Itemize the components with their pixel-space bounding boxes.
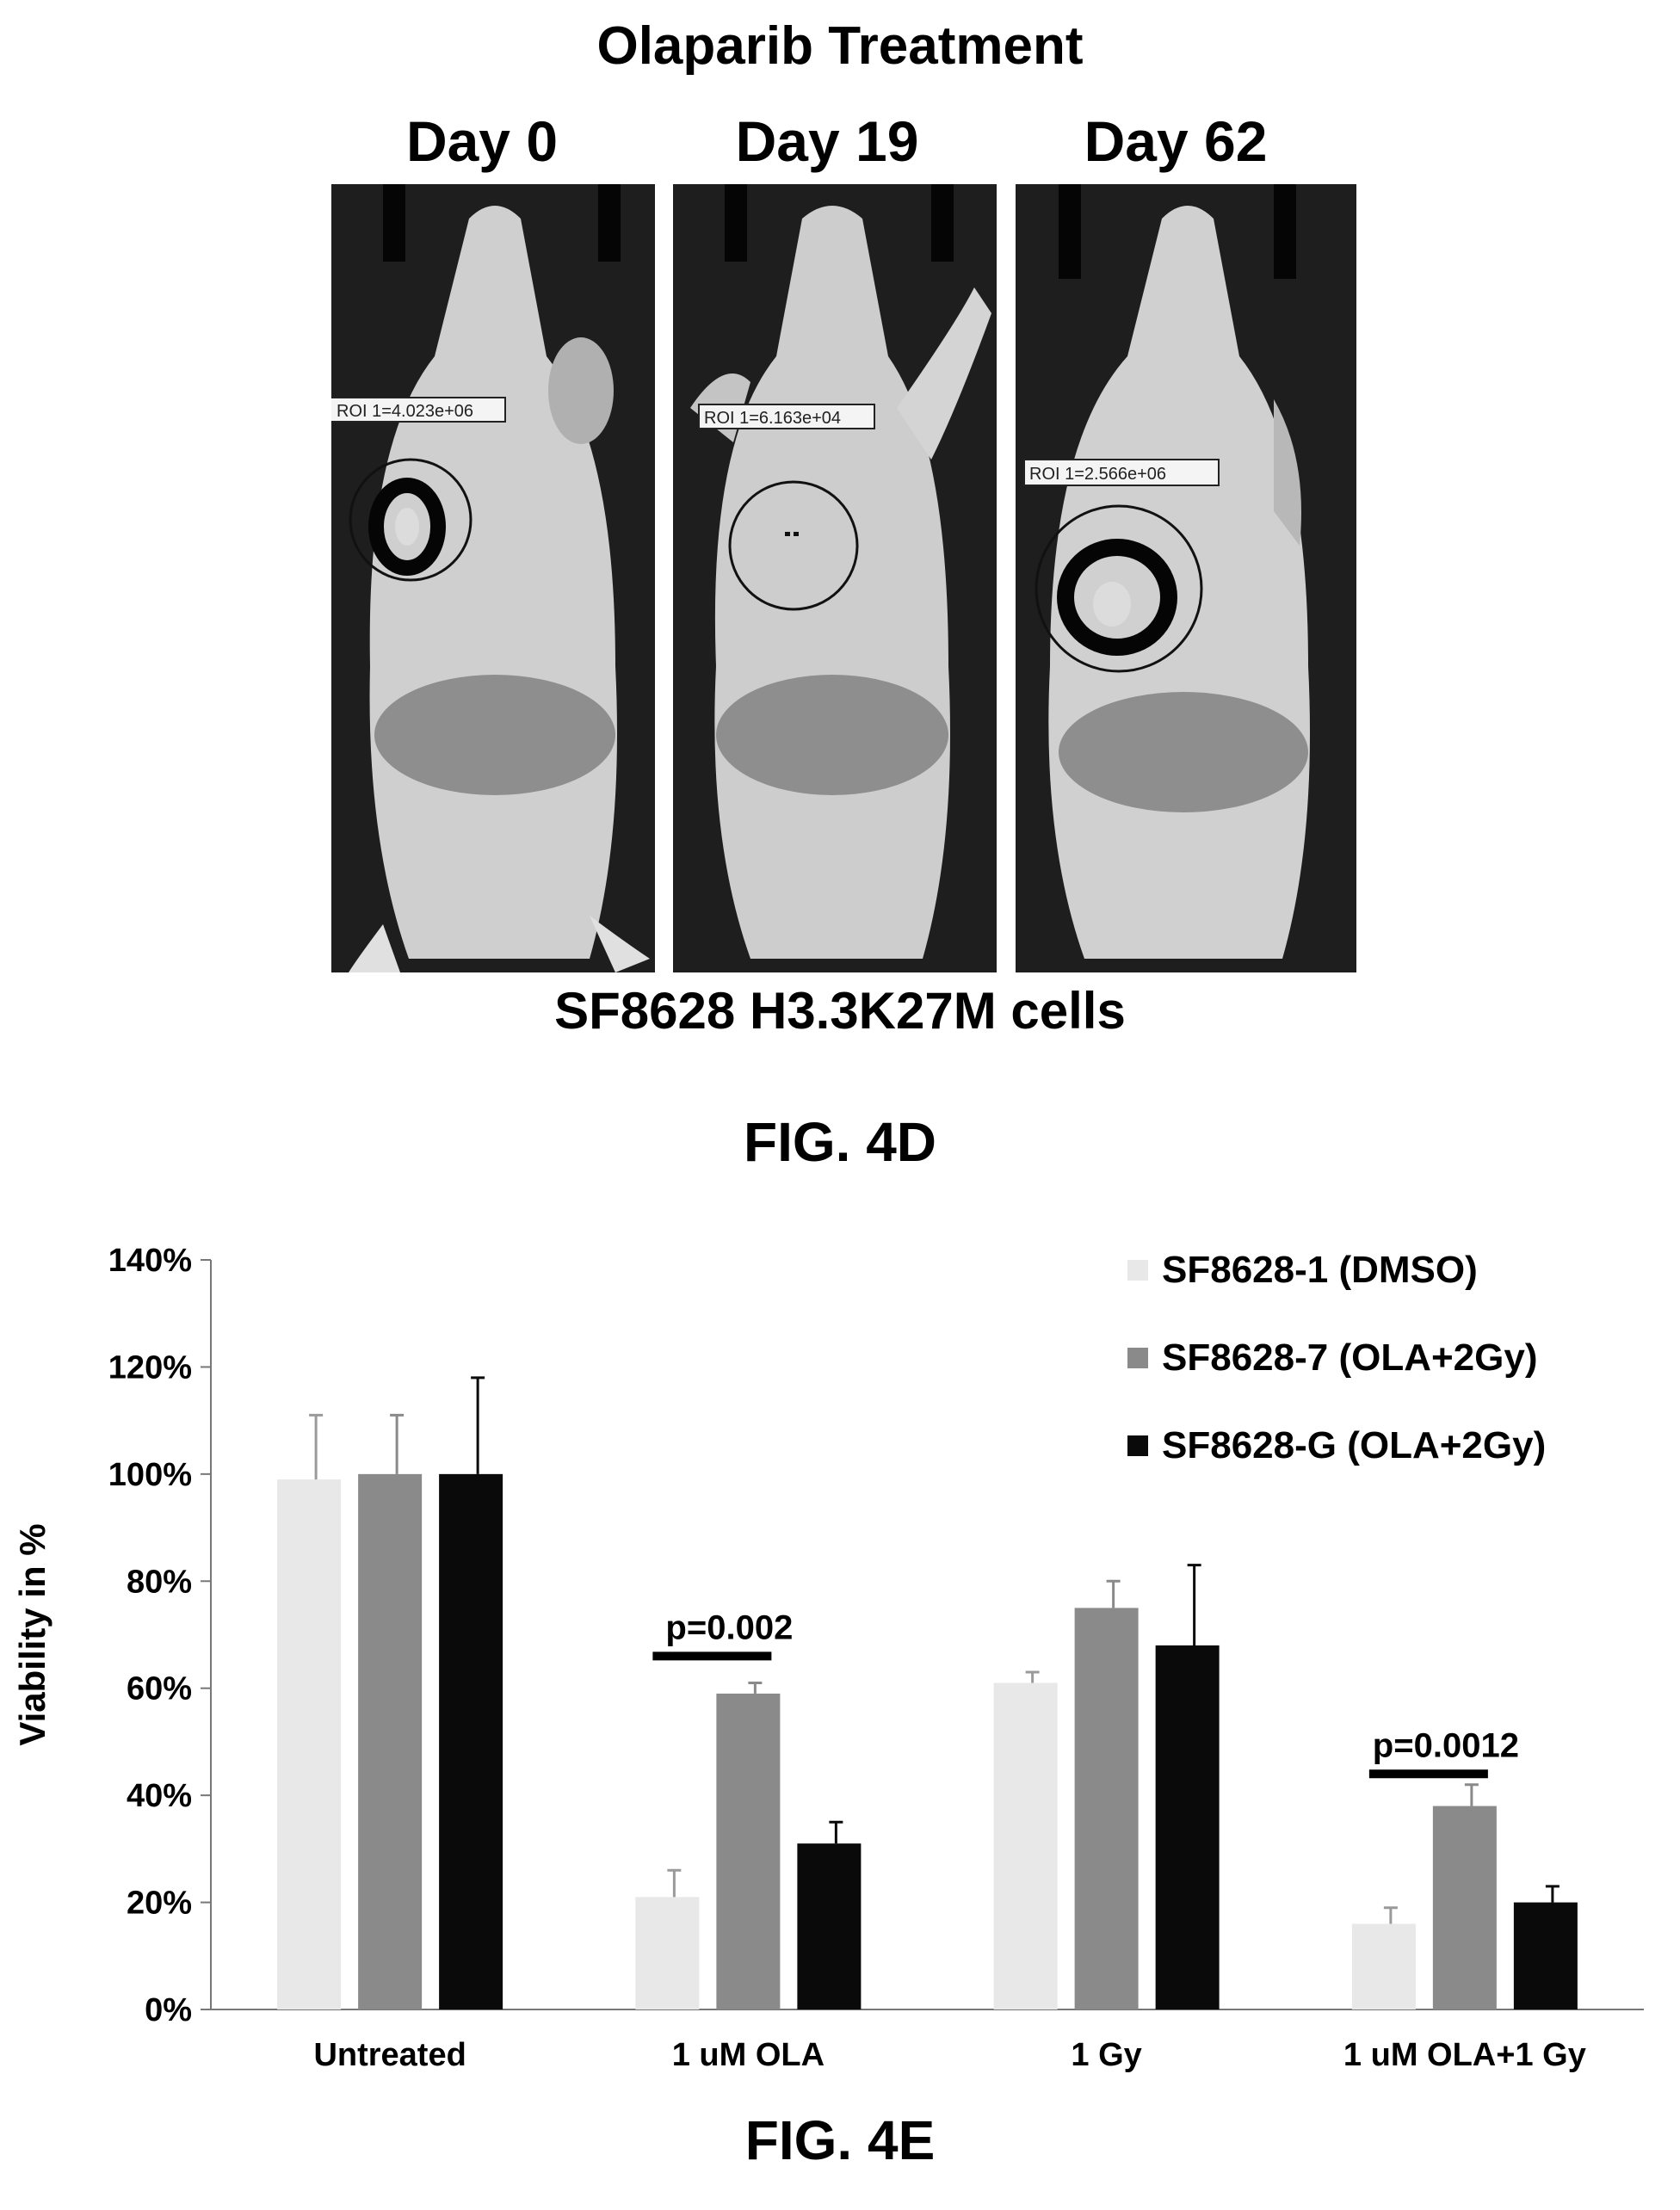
- y-tick-label: 100%: [108, 1457, 192, 1493]
- day-label-0: Day 0: [405, 109, 559, 173]
- y-tick-label: 20%: [127, 1886, 192, 1922]
- day-label-62: Day 62: [1084, 109, 1268, 173]
- viability-bar-chart: 0% 20% 40% 60% 80% 100% 120% 140% Viability in %…: [0, 1205, 1680, 2100]
- legend-swatch: [1127, 1435, 1148, 1456]
- y-tick-label: 40%: [127, 1778, 192, 1814]
- y-tick-label: 60%: [127, 1671, 192, 1707]
- bar: [1074, 1608, 1139, 2009]
- chart-canvas: 0% 20% 40% 60% 80% 100% 120% 140% Viability in %…: [12, 1243, 1644, 2073]
- day-label-19: Day 19: [735, 109, 919, 173]
- y-axis-label: Viability in %: [12, 1523, 52, 1745]
- figure-4d-title: Olaparib Treatment: [596, 16, 1084, 76]
- bar: [1351, 1923, 1416, 2009]
- bar: [277, 1479, 342, 2009]
- cells-label: SF8628 H3.3K27M cells: [554, 982, 1126, 1040]
- figure-4e-label: FIG. 4E: [744, 2109, 936, 2171]
- bar: [1513, 1902, 1578, 2009]
- roi-label-day-19: ROI 1=6.163e+04: [704, 409, 841, 428]
- x-category-label: 1 Gy: [1071, 2037, 1141, 2073]
- y-tick-label: 0%: [145, 1992, 192, 2028]
- roi-label-day-62: ROI 1=2.566e+06: [1029, 465, 1166, 484]
- legend-swatch: [1127, 1260, 1148, 1281]
- bar: [1155, 1645, 1220, 2009]
- legend-label: SF8628-G (OLA+2Gy): [1162, 1424, 1546, 1466]
- bar: [716, 1693, 781, 2009]
- mouse-image-day-0: ROI 1=4.023e+06: [331, 184, 655, 972]
- x-category-label: Untreated: [313, 2037, 466, 2073]
- bar: [993, 1682, 1058, 2009]
- bar: [635, 1897, 700, 2009]
- legend-label: SF8628-7 (OLA+2Gy): [1162, 1336, 1538, 1379]
- figure-4d-label: FIG. 4D: [743, 1111, 937, 1173]
- significance-label: p=0.002: [665, 1608, 793, 1646]
- x-category-label: 1 uM OLA: [672, 2037, 825, 2073]
- mouse-image-day-62: ROI 1=2.566e+06: [1016, 184, 1356, 972]
- bar: [439, 1473, 503, 2009]
- legend-swatch: [1127, 1348, 1148, 1368]
- significance-label: p=0.0012: [1373, 1726, 1519, 1764]
- bar: [1432, 1806, 1497, 2009]
- roi-label-day-0: ROI 1=4.023e+06: [337, 402, 473, 421]
- y-tick-label: 120%: [108, 1349, 192, 1386]
- x-category-label: 1 uM OLA+1 Gy: [1343, 2037, 1586, 2073]
- y-tick-label: 80%: [127, 1564, 192, 1600]
- bar: [358, 1473, 423, 2009]
- bar: [797, 1843, 862, 2009]
- legend-label: SF8628-1 (DMSO): [1162, 1249, 1478, 1291]
- y-tick-label: 140%: [108, 1243, 192, 1279]
- mouse-image-day-19: ROI 1=6.163e+04: [673, 184, 997, 972]
